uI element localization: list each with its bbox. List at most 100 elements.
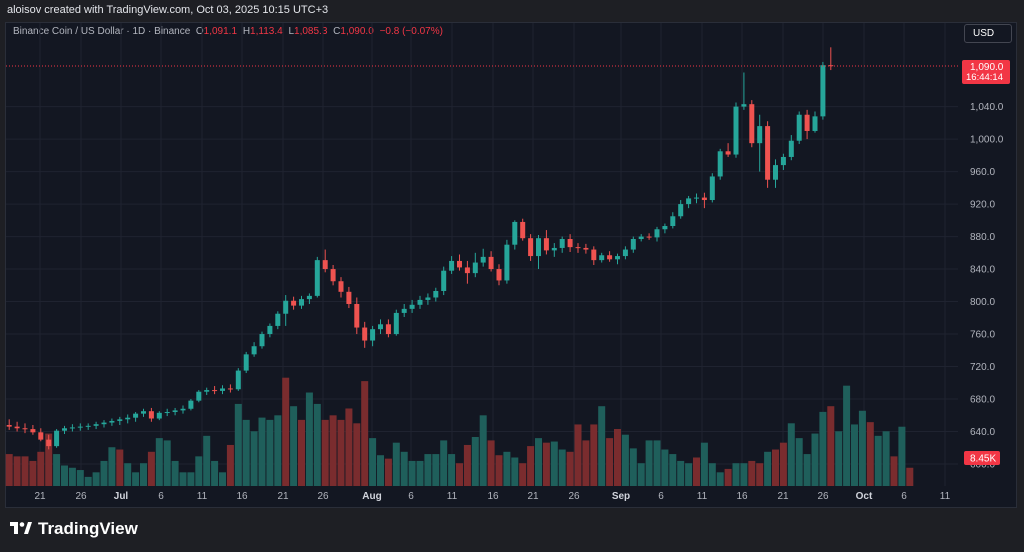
candle-body bbox=[109, 420, 115, 423]
volume-bar bbox=[787, 423, 795, 486]
candle-body bbox=[30, 429, 36, 433]
open-value: 1,091.1 bbox=[203, 26, 238, 37]
volume-bar bbox=[835, 431, 843, 486]
candle-body bbox=[449, 260, 455, 271]
volume-bar bbox=[29, 460, 37, 486]
candle bbox=[536, 234, 541, 270]
candle-body bbox=[622, 249, 628, 257]
candle-body bbox=[291, 300, 297, 306]
high-value: 1,113.4 bbox=[250, 26, 283, 37]
price-badge-price: 1,090.0 bbox=[970, 62, 1004, 73]
candle bbox=[322, 249, 328, 273]
candle bbox=[575, 243, 581, 253]
candle bbox=[528, 234, 534, 261]
time-axis: 21 26 Jul 6 11 16 21 26 Aug 6 11 16 21 26 Sep 6 11 16 21 26… bbox=[34, 491, 950, 502]
volume-bar bbox=[661, 449, 669, 486]
candle bbox=[441, 266, 447, 296]
candle bbox=[62, 425, 67, 434]
candle-body bbox=[77, 426, 83, 428]
candle bbox=[480, 248, 486, 267]
close-label: C bbox=[333, 26, 341, 37]
candle-body bbox=[709, 176, 715, 201]
y-tick-label: 1,040.0 bbox=[970, 102, 1004, 113]
x-tick-label: 26 bbox=[568, 491, 580, 502]
volume-bar bbox=[843, 385, 851, 486]
candle bbox=[393, 309, 399, 336]
price-axis: 1,040.0 1,000.0 960.0 920.0 880.0 840.0 800.0 7… bbox=[970, 102, 1004, 470]
candle bbox=[267, 323, 273, 338]
candle-body bbox=[141, 411, 146, 414]
volume-bar bbox=[495, 455, 503, 486]
volume-bar bbox=[203, 435, 211, 486]
candle bbox=[670, 212, 676, 229]
volume-bar bbox=[37, 451, 45, 486]
y-tick-label: 800.0 bbox=[970, 297, 995, 308]
volume-bar bbox=[803, 454, 811, 486]
volume-bar bbox=[337, 419, 345, 486]
x-tick-label: Jul bbox=[114, 491, 129, 502]
candle bbox=[69, 424, 75, 432]
candle bbox=[196, 390, 202, 403]
price-badge-countdown: 16:44:14 bbox=[966, 72, 1003, 83]
candle bbox=[235, 368, 241, 391]
candle-body bbox=[583, 247, 589, 250]
candle bbox=[654, 226, 660, 242]
candle-body bbox=[117, 419, 123, 421]
candle bbox=[378, 319, 383, 335]
volume-bar bbox=[155, 438, 163, 486]
candle bbox=[385, 319, 391, 338]
volume-bar bbox=[669, 454, 677, 486]
volume-bar bbox=[866, 422, 874, 486]
candle-body bbox=[283, 300, 289, 314]
candle bbox=[425, 293, 431, 305]
volume-bar bbox=[369, 438, 377, 486]
candle bbox=[717, 148, 723, 180]
candle bbox=[188, 399, 194, 411]
candle-body bbox=[164, 412, 170, 414]
candle-body bbox=[378, 324, 383, 330]
candle-body bbox=[615, 256, 620, 260]
price-badge-bg bbox=[962, 60, 1010, 84]
candle bbox=[765, 121, 771, 188]
candle bbox=[164, 408, 170, 417]
volume-bar bbox=[226, 444, 234, 486]
candle bbox=[559, 236, 565, 253]
candle bbox=[591, 246, 597, 265]
volume-bar bbox=[132, 472, 140, 486]
currency-button[interactable]: USD bbox=[964, 24, 1012, 43]
y-tick-label: 920.0 bbox=[970, 200, 995, 211]
volume-bar bbox=[677, 460, 685, 486]
volume-bar bbox=[124, 463, 132, 486]
candle bbox=[156, 411, 162, 421]
volume-bar bbox=[298, 419, 305, 486]
candle bbox=[725, 143, 731, 157]
volume-bar bbox=[432, 454, 440, 486]
candle-body bbox=[575, 247, 581, 249]
candle-body bbox=[480, 256, 486, 263]
close-value: 1,090.0 bbox=[340, 26, 374, 37]
candle bbox=[472, 252, 478, 278]
candle-body bbox=[694, 197, 699, 199]
volume-bar bbox=[179, 472, 187, 486]
low-value: 1,085.3 bbox=[294, 26, 328, 37]
candle bbox=[741, 72, 747, 110]
candle-body bbox=[638, 236, 644, 240]
tradingview-logo-text: TradingView bbox=[38, 519, 138, 538]
volume-bar bbox=[424, 454, 432, 486]
candle-body bbox=[788, 140, 794, 157]
candle-body bbox=[528, 238, 534, 257]
candle bbox=[38, 428, 44, 442]
volume-bar bbox=[100, 460, 108, 486]
candle-body bbox=[69, 427, 75, 429]
volume-bar bbox=[700, 442, 708, 486]
candle-body bbox=[196, 391, 202, 401]
candle bbox=[409, 299, 415, 313]
candle-body bbox=[6, 425, 12, 427]
candle bbox=[694, 193, 699, 204]
volume-bar bbox=[5, 454, 13, 486]
candle bbox=[488, 251, 494, 272]
symbol-name: Binance Coin / US Dollar · 1D · Binance bbox=[13, 26, 191, 37]
tradingview-logo[interactable]: TradingView bbox=[10, 519, 138, 539]
volume-bar bbox=[906, 467, 914, 486]
volume-bar bbox=[187, 472, 195, 486]
